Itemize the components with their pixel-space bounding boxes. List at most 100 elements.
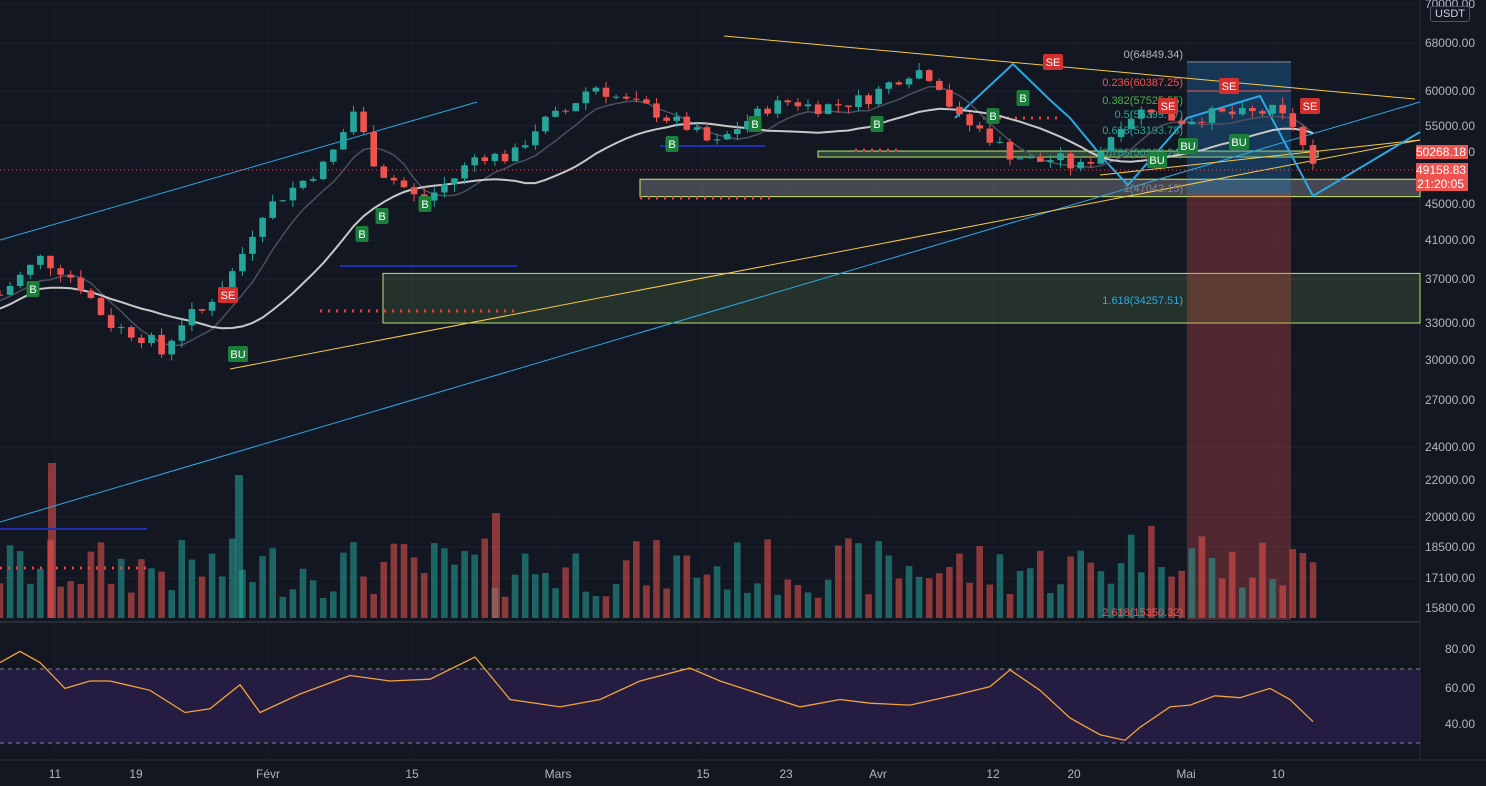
candle-body xyxy=(1138,109,1145,119)
channel-line-lower xyxy=(0,101,1421,523)
candle xyxy=(1067,150,1074,176)
volume-bar xyxy=(1228,551,1236,618)
candle xyxy=(1249,105,1256,118)
candle xyxy=(1057,147,1064,168)
candle-body xyxy=(824,104,832,114)
candle-body xyxy=(845,105,852,108)
candle xyxy=(410,183,418,202)
volume-bar xyxy=(622,560,630,618)
candle-body xyxy=(451,178,458,185)
candle xyxy=(47,255,54,276)
signal-badge xyxy=(26,281,40,297)
volume-bar xyxy=(592,596,600,618)
signal-label: BU xyxy=(1180,141,1195,153)
fib-level-label: 0.618(53193.78) xyxy=(1102,125,1183,137)
candle xyxy=(643,96,650,105)
volume-bar xyxy=(1138,572,1145,618)
volume-bar xyxy=(1198,536,1206,618)
price-tick-label: 30000.00 xyxy=(1425,353,1475,367)
signal-label: B xyxy=(378,211,385,223)
candle xyxy=(87,287,95,300)
zones xyxy=(382,60,1421,620)
volume-bar xyxy=(1016,570,1024,618)
candle-body xyxy=(431,192,438,201)
signal-badge xyxy=(418,196,432,212)
volume-bar xyxy=(289,589,297,618)
candle xyxy=(461,162,468,185)
volume-bar xyxy=(420,573,428,618)
volume-bar xyxy=(380,561,388,618)
price-tick-label: 68000.00 xyxy=(1425,36,1475,50)
price-tick-label: 55000.00 xyxy=(1425,119,1475,133)
candle-body xyxy=(491,153,499,161)
rsi-line xyxy=(0,650,1314,741)
candle xyxy=(683,112,691,131)
candle-body xyxy=(1047,160,1054,162)
candle-body xyxy=(532,131,539,146)
signal-badge xyxy=(870,116,884,132)
candle xyxy=(713,133,721,145)
candle-body xyxy=(1249,108,1256,112)
volume-bar xyxy=(48,463,56,618)
candle xyxy=(592,85,600,95)
candle xyxy=(986,124,994,146)
volume-bar xyxy=(511,574,519,618)
volume-bar xyxy=(235,475,243,618)
trendlines xyxy=(0,35,1421,570)
candle xyxy=(542,115,549,135)
ma-slow xyxy=(0,107,1314,330)
candle xyxy=(239,247,246,276)
signal-badge xyxy=(748,116,762,132)
candle-body xyxy=(1067,153,1074,169)
volume-bar xyxy=(1239,587,1246,618)
candle xyxy=(360,106,367,135)
fibonacci-tool: 0(64849.34)0.236(60387.25)0.382(57525.55… xyxy=(1102,49,1291,619)
candle-body xyxy=(0,294,4,296)
candle-body xyxy=(744,121,751,130)
signal-badge xyxy=(665,136,679,152)
candle xyxy=(1299,124,1307,152)
currency-label[interactable]: USDT xyxy=(1430,6,1470,22)
candle-body xyxy=(16,274,24,286)
candle-body xyxy=(128,327,135,338)
candle xyxy=(380,164,388,179)
volume-bar xyxy=(521,553,529,618)
candle-body xyxy=(360,111,367,133)
volume-bar xyxy=(340,552,347,618)
volume-bar xyxy=(138,559,145,618)
volume-bar xyxy=(168,590,175,618)
volume-bar xyxy=(774,594,781,618)
candle xyxy=(208,298,216,317)
volume-bar xyxy=(905,566,913,618)
support-trendline xyxy=(229,139,1421,370)
volume-bar xyxy=(1208,558,1216,618)
volume-bar xyxy=(279,596,287,618)
time-tick-label: 15 xyxy=(696,767,710,781)
candle-body xyxy=(410,187,418,195)
candle xyxy=(905,76,913,89)
signal-label: SE xyxy=(1046,57,1061,69)
candle xyxy=(1178,116,1185,130)
candle xyxy=(835,99,842,114)
candle-body xyxy=(1168,110,1175,121)
volume-bar xyxy=(400,544,408,618)
candle xyxy=(77,270,85,295)
candle-body xyxy=(1279,104,1286,114)
price-tick-label: 37000.00 xyxy=(1425,272,1475,286)
current-price-tag: 49158.83 xyxy=(1416,163,1468,177)
volume-bar xyxy=(1117,563,1125,618)
volume-bars xyxy=(0,463,1317,618)
volume-bar xyxy=(602,596,610,618)
candle xyxy=(178,319,186,348)
candle-body xyxy=(481,157,489,161)
volume-bar xyxy=(693,577,701,618)
candle xyxy=(481,154,489,165)
volume-bar xyxy=(229,538,236,618)
candle-body xyxy=(956,106,963,115)
candle xyxy=(845,105,852,114)
candle xyxy=(794,98,802,111)
candle-body xyxy=(1228,111,1236,115)
time-tick-label: 20 xyxy=(1067,767,1081,781)
candle-body xyxy=(946,89,953,107)
